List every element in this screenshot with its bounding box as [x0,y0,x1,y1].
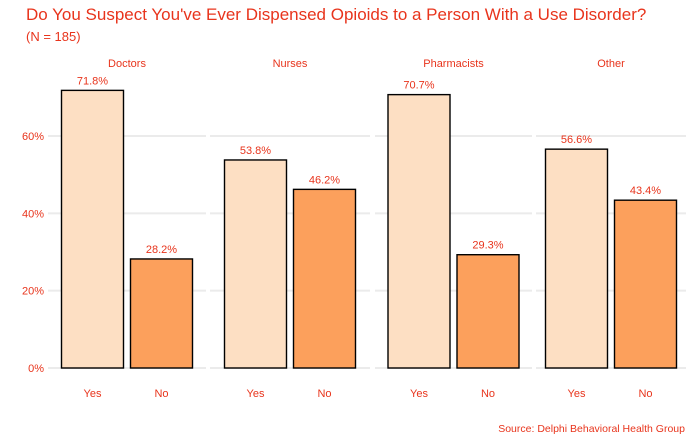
chart-title: Do You Suspect You've Ever Dispensed Opi… [26,5,647,24]
data-label: 56.6% [561,134,592,146]
facet-label: Doctors [108,58,146,70]
bar-no [613,199,678,369]
data-label: 71.8% [77,75,108,87]
x-tick-label: Yes [568,388,586,400]
y-tick-label: 40% [22,208,44,220]
x-tick-label: No [154,388,168,400]
data-label: 43.4% [630,185,661,197]
y-tick-label: 0% [28,363,44,375]
chart-subtitle: (N = 185) [26,29,81,44]
bar-yes [387,93,451,369]
x-tick-label: Yes [84,388,102,400]
x-tick-label: Yes [410,388,428,400]
x-tick-label: Yes [247,388,265,400]
data-label: 53.8% [240,145,271,157]
bar-yes [60,89,125,369]
bar-yes [544,148,609,369]
facet-label: Pharmacists [423,58,484,70]
data-label: 46.2% [309,174,340,186]
bar-no [292,188,357,369]
y-tick-label: 20% [22,286,44,298]
data-label: 29.3% [472,240,503,252]
facet-label: Nurses [273,58,308,70]
data-label: 28.2% [146,244,177,256]
x-tick-label: No [638,388,652,400]
source-caption: Source: Delphi Behavioral Health Group [498,423,685,435]
facet-label: Other [597,58,625,70]
x-tick-label: No [481,388,495,400]
bar-no [456,254,520,369]
bar-no [129,258,194,369]
x-tick-label: No [317,388,331,400]
y-tick-label: 60% [22,131,44,143]
data-label: 70.7% [403,80,434,92]
bar-yes [223,159,288,369]
